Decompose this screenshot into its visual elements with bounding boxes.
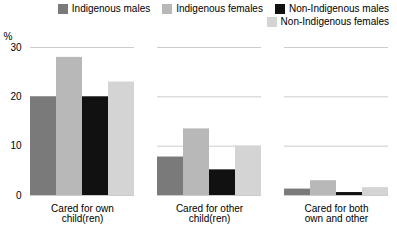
svg-text:0: 0 bbox=[16, 190, 22, 201]
html-text:Indigenous males: Indigenous males bbox=[71, 3, 151, 14]
svg-text:%: % bbox=[4, 31, 13, 42]
html-text:Non-Indigenous males: Non-Indigenous males bbox=[288, 3, 389, 14]
svg-text:20: 20 bbox=[10, 91, 22, 102]
html-text:Indigenous females: Indigenous females bbox=[176, 3, 263, 14]
html-text:Non-Indigenous females: Non-Indigenous females bbox=[280, 16, 389, 27]
svg-text:Cared for ownchild(ren): Cared for ownchild(ren) bbox=[51, 203, 114, 224]
svg-text:Cared for otherchild(ren): Cared for otherchild(ren) bbox=[176, 203, 244, 224]
svg-text:Cared for bothown and other: Cared for bothown and other bbox=[305, 203, 369, 224]
svg-text:10: 10 bbox=[10, 140, 22, 151]
svg-text:30: 30 bbox=[10, 42, 22, 53]
